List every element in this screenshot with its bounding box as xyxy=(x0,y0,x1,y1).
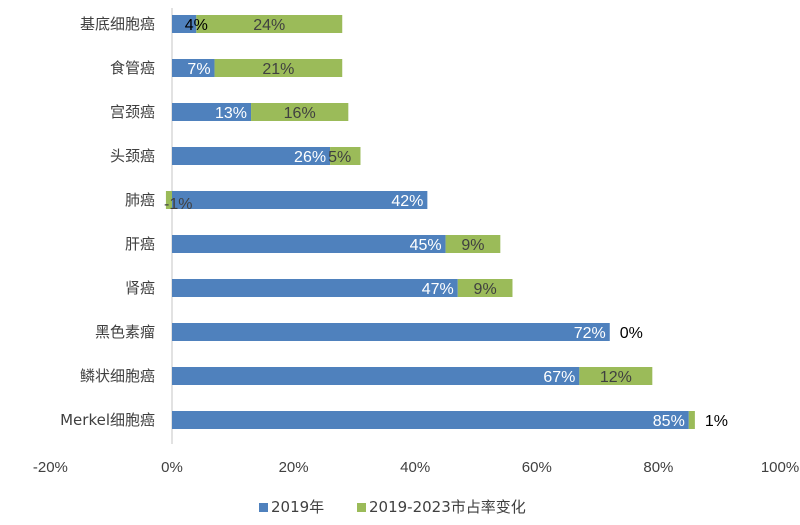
data-label-change: 12% xyxy=(600,369,632,386)
bar-change xyxy=(196,15,343,33)
data-label-change: 21% xyxy=(262,61,294,78)
data-label-change: 9% xyxy=(474,281,497,298)
data-label-2019: 7% xyxy=(187,61,210,78)
bar-change xyxy=(579,367,653,385)
data-label-2019: 4% xyxy=(185,17,208,34)
data-label-2019: 13% xyxy=(215,105,247,122)
data-label-change: 5% xyxy=(328,149,351,166)
bar-change xyxy=(165,191,172,209)
data-label-2019: 72% xyxy=(574,325,606,342)
x-tick-label: 0% xyxy=(161,459,183,476)
legend-label-2019: 2019年 xyxy=(271,498,324,516)
data-label-2019: 45% xyxy=(410,237,442,254)
legend-swatch-change xyxy=(357,503,366,512)
data-label-change: -1% xyxy=(164,196,192,213)
legend-swatch-2019 xyxy=(259,503,268,512)
category-label: 肝癌 xyxy=(125,235,155,253)
category-label: 黑色素瘤 xyxy=(95,323,155,341)
category-label: 肾癌 xyxy=(125,279,155,297)
data-label-change: 1% xyxy=(705,413,728,430)
category-label: 宫颈癌 xyxy=(110,103,155,121)
bar-2019 xyxy=(172,15,197,33)
data-label-2019: 47% xyxy=(422,281,454,298)
x-tick-label: 100% xyxy=(761,459,799,476)
bar-change xyxy=(457,279,513,297)
bar-2019 xyxy=(172,191,428,209)
bar-change xyxy=(251,103,349,121)
bar-2019 xyxy=(172,367,580,385)
bar-change xyxy=(688,411,695,429)
bar-change xyxy=(445,235,501,253)
bar-2019 xyxy=(172,323,610,341)
bar-2019 xyxy=(172,103,252,121)
x-tick-label: 40% xyxy=(400,459,430,476)
bar-change xyxy=(330,147,361,165)
x-tick-label: 20% xyxy=(279,459,309,476)
category-label: Merkel细胞癌 xyxy=(60,411,155,429)
category-label: 鳞状细胞癌 xyxy=(80,367,155,385)
data-label-change: 16% xyxy=(284,105,316,122)
bar-2019 xyxy=(172,411,689,429)
bar-2019 xyxy=(172,279,458,297)
legend-label-change: 2019-2023市占率变化 xyxy=(369,498,526,516)
data-label-2019: 85% xyxy=(653,413,685,430)
data-label-change: 24% xyxy=(253,17,285,34)
data-label-2019: 26% xyxy=(294,149,326,166)
data-label-2019: 67% xyxy=(543,369,575,386)
category-label: 食管癌 xyxy=(110,59,155,77)
bar-2019 xyxy=(172,235,446,253)
data-label-change: 9% xyxy=(461,237,484,254)
bar-2019 xyxy=(172,59,215,77)
category-label: 肺癌 xyxy=(125,191,155,209)
category-label: 基底细胞癌 xyxy=(80,15,155,33)
x-tick-label: 80% xyxy=(643,459,673,476)
bar-2019 xyxy=(172,147,331,165)
x-tick-label: -20% xyxy=(33,459,68,476)
category-label: 头颈癌 xyxy=(110,147,155,165)
data-label-change: 0% xyxy=(620,325,643,342)
bar-change xyxy=(214,59,343,77)
data-label-2019: 42% xyxy=(391,193,423,210)
x-tick-label: 60% xyxy=(522,459,552,476)
